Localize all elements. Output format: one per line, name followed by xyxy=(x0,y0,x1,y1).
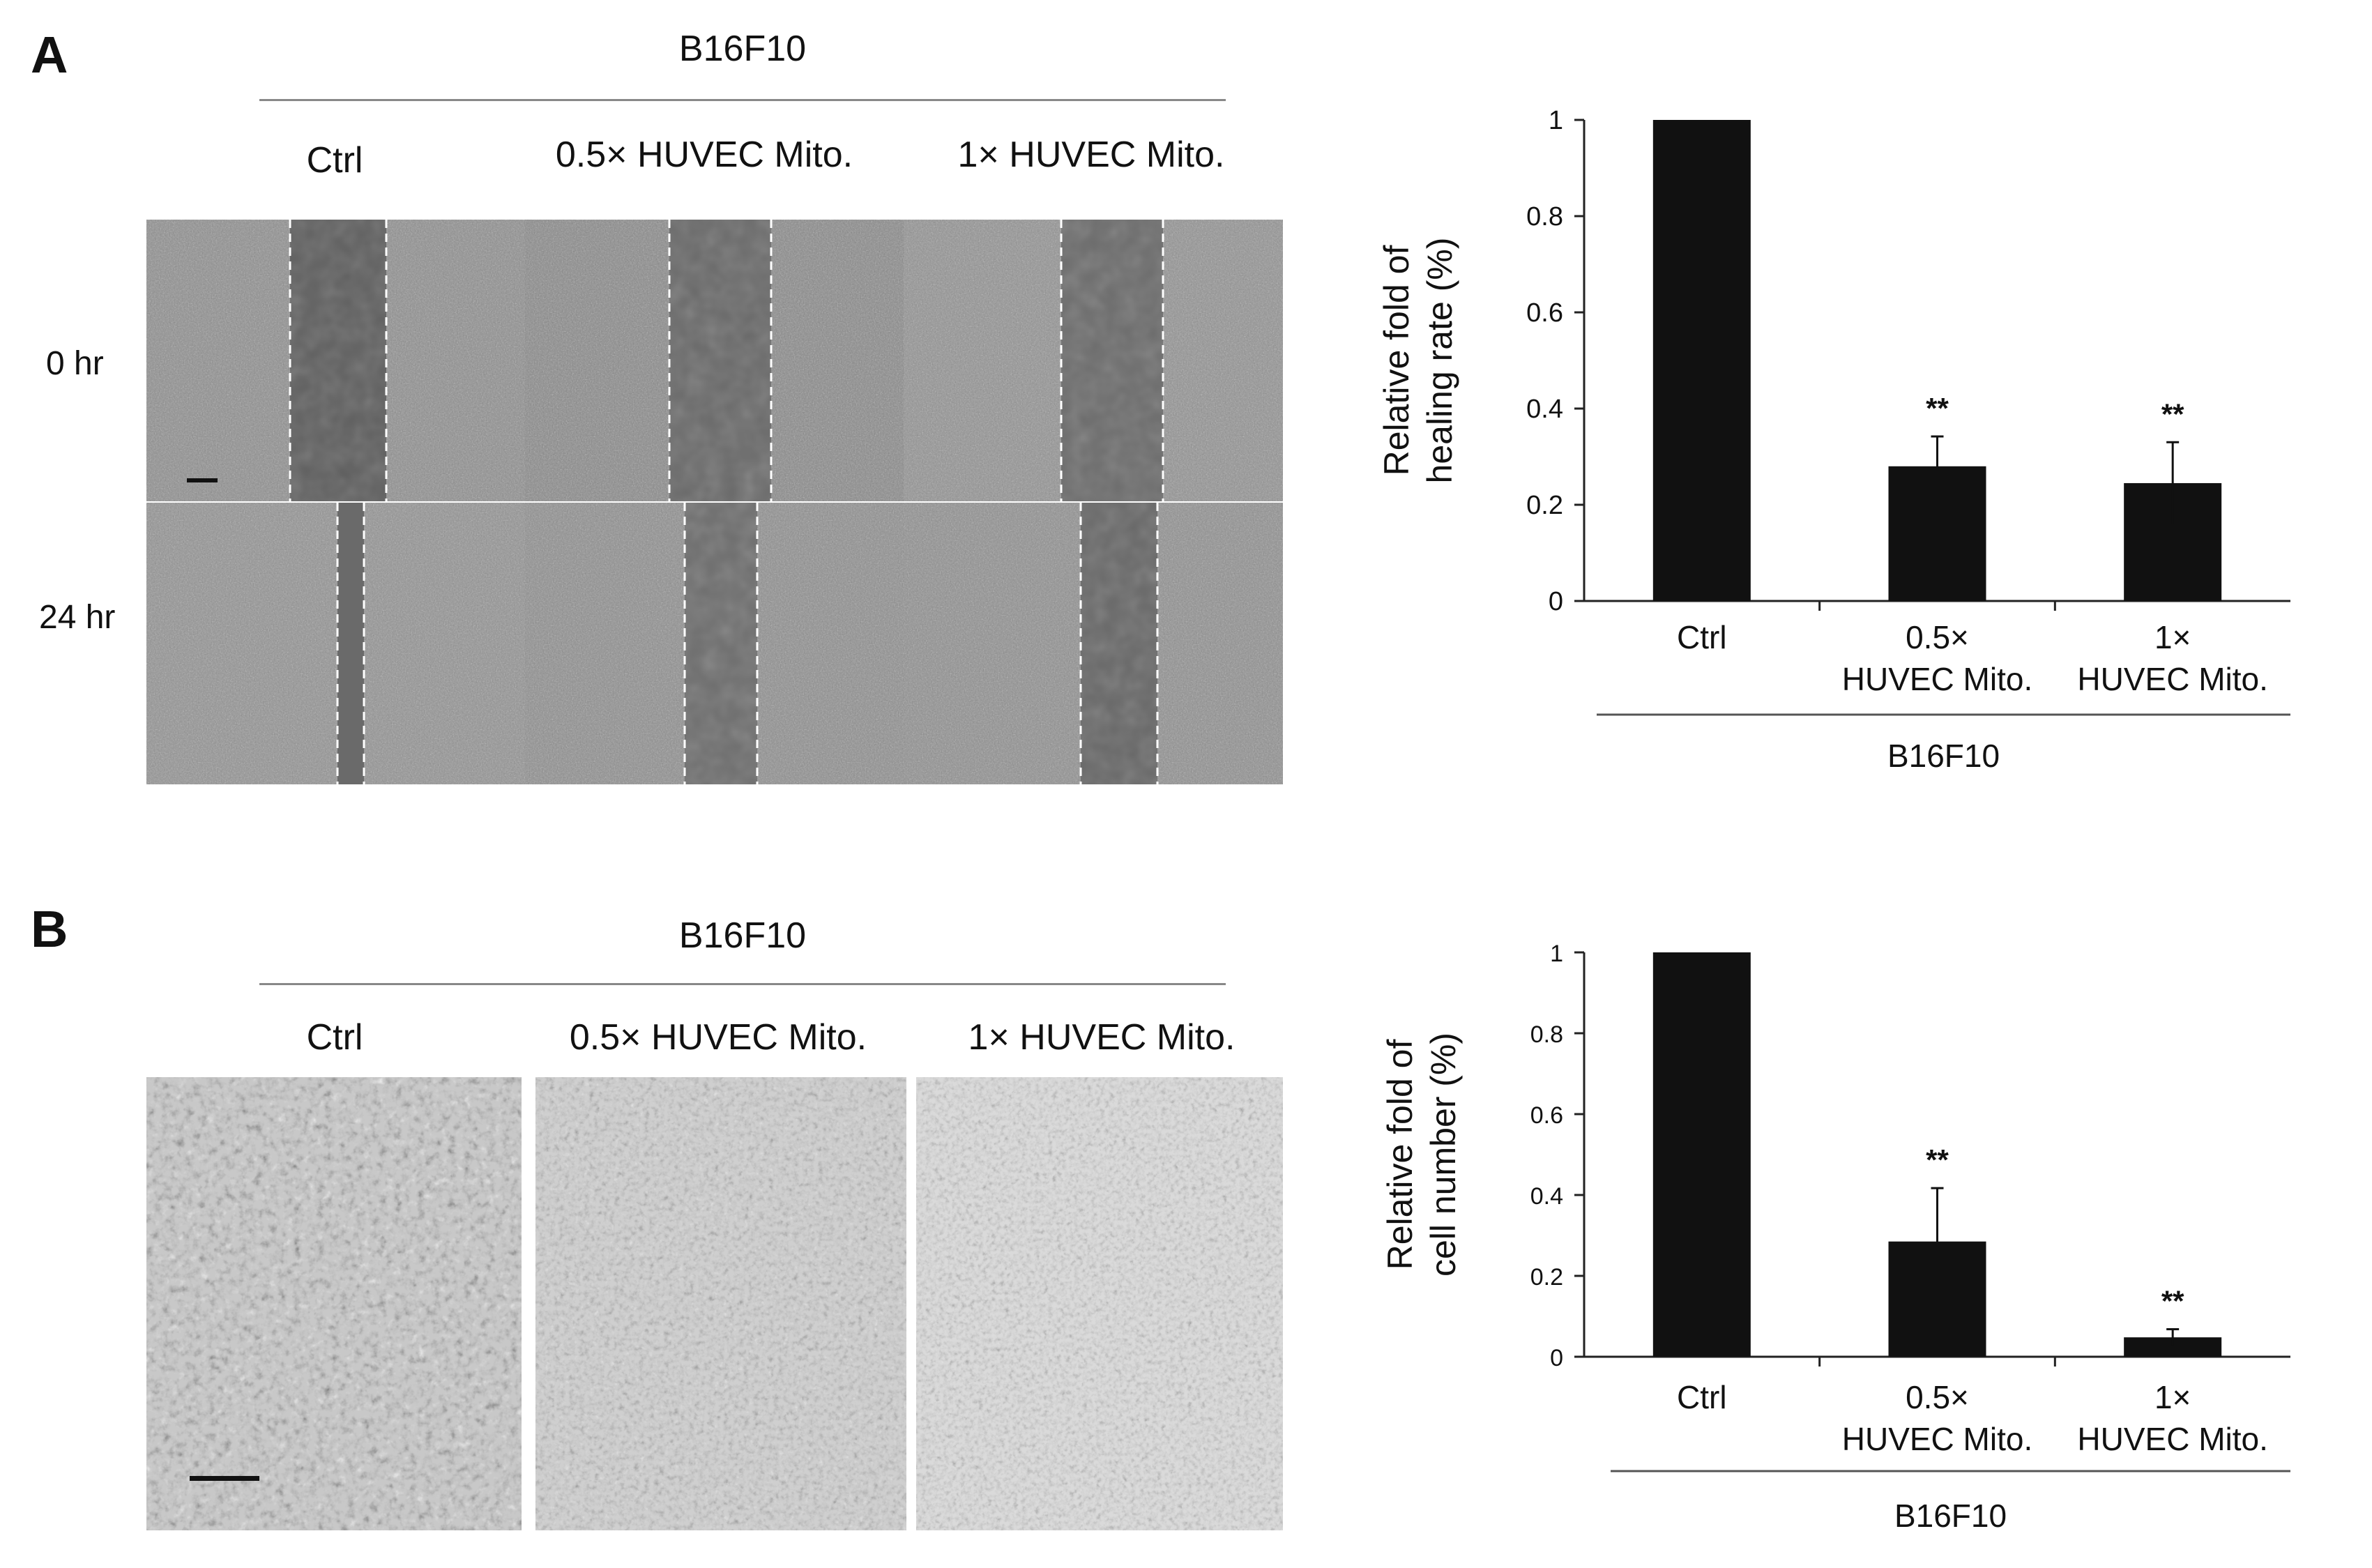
panel-b-group-rule xyxy=(259,983,1226,985)
micrograph-half-0hr xyxy=(525,220,904,501)
chart-b-ytick-label-4: 0.8 xyxy=(1530,1021,1563,1048)
panel-b-col-label-full: 1× HUVEC Mito. xyxy=(968,1017,1236,1058)
chart-a-ylabel-line-1: healing rate (%) xyxy=(1420,238,1459,484)
micrograph-b-full xyxy=(916,1077,1283,1530)
panel-b-col-label-ctrl: Ctrl xyxy=(306,1017,363,1058)
scale-bar-a xyxy=(187,478,218,482)
chart-a-ytick-label-5: 1 xyxy=(1549,106,1563,135)
panel-b-col-label-half: 0.5× HUVEC Mito. xyxy=(569,1017,867,1058)
panel-a-row-label-24hr: 24 hr xyxy=(39,599,116,636)
chart-a-ytick-label-0: 0 xyxy=(1549,587,1563,616)
chart-b-ylabel-line-1: cell number (%) xyxy=(1424,1033,1463,1277)
micrograph-full-0hr xyxy=(904,220,1283,501)
chart-a: 0 0.2 0.4 0.6 0.8 1 Ctrl ** 0.5× HUVEC Mito. ** 1× H… xyxy=(1353,84,2357,781)
micrograph-b-ctrl xyxy=(146,1077,522,1530)
chart-a-ylabel: Relative fold of healing rate (%) xyxy=(1377,238,1459,484)
panel-a-row-label-0hr: 0 hr xyxy=(46,345,104,382)
panel-b-letter: B xyxy=(31,900,68,958)
chart-b-category-label-0-0: Ctrl xyxy=(1677,1379,1727,1415)
panel-a-group-title: B16F10 xyxy=(678,29,807,69)
chart-b-group-label: B16F10 xyxy=(1894,1498,2007,1534)
micrograph-ctrl-0hr xyxy=(146,220,525,501)
chart-b-ytick-label-2: 0.4 xyxy=(1530,1183,1563,1210)
chart-b-svg: 0 0.2 0.4 0.6 0.8 1 Ctrl ** 0.5× HUVEC Mito. ** 1× H… xyxy=(1381,941,2290,1534)
chart-b-ylabel-line-0: Relative fold of xyxy=(1381,1040,1420,1270)
micrograph-b-half xyxy=(535,1077,906,1530)
scratch-assay-micrographs xyxy=(146,220,1283,784)
chart-b-ytick-label-1: 0.2 xyxy=(1530,1264,1563,1291)
chart-b-annotation-2: ** xyxy=(2161,1285,2184,1318)
chart-b: 0 0.2 0.4 0.6 0.8 1 Ctrl ** 0.5× HUVEC Mito. ** 1× H… xyxy=(1353,920,2357,1565)
chart-a-group-label: B16F10 xyxy=(1887,738,2000,774)
chart-b-bar-0 xyxy=(1652,952,1751,1357)
chart-b-category-label-1-0: 0.5× xyxy=(1906,1379,1969,1415)
panel-a-letter: A xyxy=(31,26,68,84)
chart-a-svg: 0 0.2 0.4 0.6 0.8 1 Ctrl ** 0.5× HUVEC Mito. ** 1× H… xyxy=(1377,106,2290,774)
chart-b-ytick-label-3: 0.6 xyxy=(1530,1102,1563,1129)
chart-b-category-label-2-0: 1× xyxy=(2154,1379,2191,1415)
micrograph-ctrl-24hr xyxy=(146,503,525,784)
chart-b-annotation-1: ** xyxy=(1926,1143,1949,1176)
chart-b-category-label-2-1: HUVEC Mito. xyxy=(2077,1421,2267,1457)
chart-a-category-label-1-0: 0.5× xyxy=(1906,619,1969,655)
scale-bar-b xyxy=(190,1476,259,1481)
chart-a-bar-0 xyxy=(1652,120,1751,601)
panel-b-group-title: B16F10 xyxy=(678,915,807,956)
chart-a-ytick-label-3: 0.6 xyxy=(1526,298,1563,328)
chart-b-ylabel: Relative fold of cell number (%) xyxy=(1381,1033,1463,1277)
chart-b-ytick-label-0: 0 xyxy=(1550,1345,1563,1371)
panel-a-col-label-ctrl: Ctrl xyxy=(306,140,363,181)
chart-a-category-label-0-0: Ctrl xyxy=(1677,619,1727,655)
panel-a-col-label-full: 1× HUVEC Mito. xyxy=(957,135,1225,175)
chart-a-ytick-label-2: 0.4 xyxy=(1526,395,1563,424)
chart-b-ytick-label-5: 1 xyxy=(1550,941,1563,967)
micrograph-half-24hr xyxy=(525,503,904,784)
transwell-micrographs xyxy=(146,1077,1283,1530)
chart-a-category-label-2-1: HUVEC Mito. xyxy=(2077,661,2267,697)
micrograph-full-24hr xyxy=(904,503,1283,784)
chart-a-ytick-label-4: 0.8 xyxy=(1526,202,1563,231)
chart-b-category-label-1-1: HUVEC Mito. xyxy=(1842,1421,2032,1457)
chart-a-annotation-2: ** xyxy=(2161,397,2184,430)
chart-a-ylabel-line-0: Relative fold of xyxy=(1377,245,1416,476)
chart-a-ytick-label-1: 0.2 xyxy=(1526,491,1563,520)
panel-a-col-label-half: 0.5× HUVEC Mito. xyxy=(555,135,853,175)
panel-a-group-rule xyxy=(259,99,1226,101)
chart-a-category-label-2-0: 1× xyxy=(2154,619,2191,655)
chart-a-category-label-1-1: HUVEC Mito. xyxy=(1842,661,2032,697)
chart-a-annotation-1: ** xyxy=(1926,392,1949,425)
